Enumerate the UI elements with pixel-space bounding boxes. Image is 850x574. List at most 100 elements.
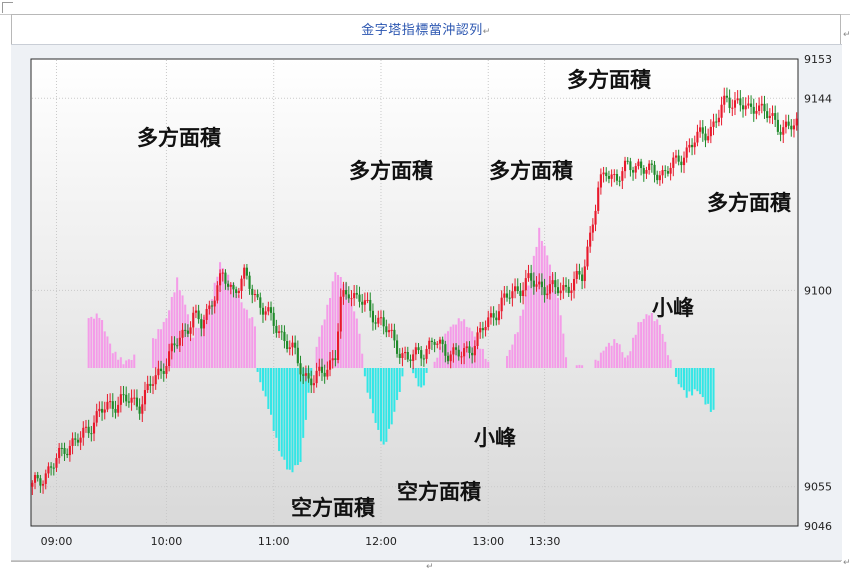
candle-body (304, 373, 307, 376)
candle-body (248, 275, 251, 289)
histogram-bar (481, 348, 484, 368)
candle-body (323, 372, 326, 377)
histogram-bar (565, 357, 568, 368)
candle-body (141, 404, 144, 414)
candle-body (546, 293, 549, 296)
histogram-bar (202, 316, 205, 368)
candle-body (747, 103, 750, 106)
candle-body (503, 293, 506, 298)
candle-body (723, 95, 726, 105)
candle-body (760, 103, 763, 106)
histogram-bar (645, 314, 648, 368)
candle-body (122, 394, 125, 396)
histogram-bar (345, 282, 348, 368)
annotation-bull-3: 多方面積 (489, 159, 574, 183)
candle-body (425, 348, 428, 359)
histogram-bar (637, 322, 640, 368)
histogram-bar (546, 255, 549, 368)
histogram-bar (347, 296, 350, 368)
histogram-bar (484, 358, 487, 368)
histogram-bar (109, 343, 112, 368)
histogram-bar (422, 368, 425, 386)
candle-body (535, 284, 538, 287)
candle-body (771, 113, 774, 116)
candle-body (567, 286, 570, 293)
candle-body (422, 358, 425, 360)
histogram-bar (624, 357, 627, 368)
x-tick-label: 11:00 (258, 535, 290, 548)
histogram-bar (648, 315, 651, 368)
candle-body (232, 284, 235, 290)
histogram-bar (315, 346, 318, 368)
histogram-bar (618, 344, 621, 368)
candle-body (264, 311, 267, 315)
candle-body (345, 290, 348, 295)
candle-body (578, 270, 581, 275)
candle-body (484, 326, 487, 331)
candle-body (154, 375, 157, 385)
histogram-bar (516, 332, 519, 368)
histogram-bar (696, 368, 699, 392)
candle-body (495, 317, 498, 321)
candle-body (243, 267, 246, 279)
histogram-bar (653, 321, 656, 368)
candle-body (119, 394, 122, 405)
candle-body (291, 342, 294, 348)
histogram-bar (101, 320, 104, 368)
candle-body (125, 394, 128, 402)
candle-body (728, 97, 731, 108)
candle-body (454, 347, 458, 350)
candle-body (626, 160, 629, 162)
candle-body (540, 281, 543, 288)
candle-body (39, 478, 42, 486)
candle-body (704, 133, 707, 141)
candle-body (559, 290, 562, 294)
candle-body (551, 280, 554, 285)
histogram-bar (377, 368, 380, 430)
candle-body (457, 349, 460, 357)
candle-body (487, 317, 490, 327)
candle-body (763, 103, 766, 112)
histogram-bar (302, 368, 305, 438)
candle-body (210, 305, 214, 307)
candle-body (379, 317, 383, 319)
candle-body (618, 180, 621, 182)
candle-body (556, 287, 560, 294)
histogram-bar (379, 368, 382, 442)
candle-body (629, 161, 632, 171)
histogram-bar (532, 255, 535, 368)
histogram-bar (186, 314, 189, 368)
candle-body (173, 343, 176, 346)
histogram-bar (294, 368, 297, 466)
candle-body (693, 142, 696, 148)
histogram-bar (433, 361, 436, 368)
histogram-bar (626, 355, 629, 368)
histogram-bar (329, 298, 332, 368)
histogram-bar (613, 339, 616, 368)
histogram-bar (111, 353, 114, 368)
candle-body (527, 273, 530, 279)
candle-body (631, 170, 635, 173)
candle-body (111, 401, 114, 409)
candle-body (749, 103, 753, 107)
candle-body (109, 401, 112, 403)
candle-body (374, 322, 377, 324)
histogram-bar (578, 364, 581, 368)
candle-body (790, 125, 793, 130)
candle-body (554, 280, 557, 288)
table-bottom-border (11, 560, 842, 561)
candle-body (326, 369, 329, 377)
candle-body (752, 106, 755, 114)
candle-body (615, 174, 619, 181)
candle-body (669, 167, 672, 174)
candle-body (696, 131, 699, 143)
candle-body (736, 98, 739, 101)
histogram-bar (342, 284, 345, 368)
candle-body (71, 438, 74, 446)
histogram-bar (527, 285, 530, 368)
candle-body (774, 113, 777, 120)
histogram-bar (390, 368, 393, 425)
histogram-bar (385, 368, 388, 442)
candle-body (302, 374, 305, 376)
histogram-bar (232, 282, 235, 368)
